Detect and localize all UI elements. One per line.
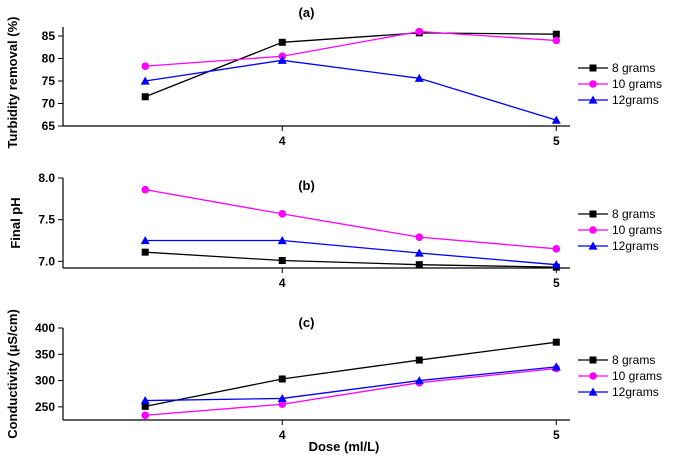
data-point	[414, 248, 424, 257]
data-point	[278, 400, 287, 409]
series-line	[145, 367, 557, 416]
x-tick-label: 4	[279, 428, 286, 442]
legend-label: 10 grams	[612, 223, 662, 237]
legend-label: 10 grams	[612, 77, 662, 91]
data-point	[552, 30, 560, 38]
series-3	[140, 55, 561, 124]
data-point	[552, 245, 561, 253]
legend: 8 grams 10 grams 12grams	[578, 353, 662, 399]
y-tick-label: 8.0	[38, 171, 55, 185]
data-point	[552, 338, 560, 346]
x-tick-label: 4	[279, 134, 286, 148]
y-tick-label: 75	[42, 74, 56, 88]
data-point	[278, 210, 287, 218]
data-point	[415, 233, 424, 241]
series-line	[144, 32, 557, 98]
data-point	[552, 36, 561, 45]
legend: 8 grams 10 grams 12grams	[578, 61, 662, 107]
legend-label: 8 grams	[612, 61, 655, 75]
series-line	[145, 341, 557, 407]
y-axis-title: Turbidity removal (%)	[5, 17, 20, 149]
legend-label: 8 grams	[612, 353, 655, 367]
legend-label: 12grams	[612, 385, 659, 399]
panel-title: (a)	[299, 5, 315, 20]
data-point	[140, 236, 150, 245]
legend-marker	[588, 95, 598, 104]
data-point	[415, 356, 423, 364]
series-line	[145, 366, 557, 402]
legend: 8 grams 10 grams 12grams	[578, 207, 662, 253]
data-point	[277, 236, 287, 245]
y-axis-title: Final pH	[8, 197, 23, 248]
data-point	[551, 115, 561, 124]
y-tick-label: 7.5	[38, 213, 55, 227]
data-point	[278, 257, 286, 264]
series-line	[145, 30, 557, 67]
data-point	[415, 27, 424, 36]
y-tick-label: 400	[35, 321, 55, 335]
legend-marker	[588, 241, 598, 250]
data-point	[141, 185, 150, 194]
series-2	[141, 27, 561, 70]
legend-label: 8 grams	[612, 207, 655, 221]
series-line	[145, 189, 557, 250]
x-tick-label: 5	[553, 134, 560, 148]
panel-3: (c) 250 300 350 400 4 5 Conductivity (µS/cm) Dos…	[5, 309, 662, 454]
series-1	[141, 29, 560, 101]
y-tick-label: 7.0	[38, 254, 55, 268]
y-tick-label: 80	[42, 52, 56, 66]
data-point	[277, 55, 287, 64]
series-line	[145, 239, 557, 266]
series-3	[140, 236, 561, 269]
series-line	[145, 251, 557, 268]
legend-marker	[589, 210, 597, 218]
data-point	[278, 375, 286, 383]
y-tick-label: 350	[35, 347, 55, 361]
data-point	[277, 393, 287, 403]
panel-2: (b) 7.0 7.5 8.0 4 5 Final pH 8 grams 10 grams 12g…	[8, 171, 662, 290]
data-point	[414, 73, 424, 82]
data-point	[551, 260, 561, 269]
legend-label: 12grams	[612, 93, 659, 107]
data-point	[141, 248, 149, 256]
y-tick-label: 65	[42, 119, 56, 133]
series-2	[141, 185, 561, 253]
series-1	[141, 338, 560, 410]
data-point	[141, 411, 150, 420]
panel-1: (a) 65 70 75 80 85 4 5 Turbidity removal (%) 8 gr…	[5, 5, 662, 148]
legend-label: 10 grams	[612, 369, 662, 383]
data-point	[278, 38, 286, 46]
panel-title: (b)	[298, 178, 315, 193]
legend-marker	[589, 80, 597, 88]
data-point	[415, 261, 423, 269]
x-tick-label: 5	[553, 276, 560, 290]
panel-title: (c)	[299, 315, 315, 330]
legend-marker	[588, 387, 598, 396]
legend-marker	[589, 226, 597, 234]
y-tick-label: 250	[35, 400, 55, 414]
data-point	[414, 376, 424, 385]
legend-marker	[589, 356, 597, 364]
x-axis-title: Dose (ml/L)	[309, 439, 380, 454]
data-point	[141, 62, 150, 70]
data-point	[141, 93, 149, 101]
y-tick-label: 70	[42, 97, 56, 111]
legend-marker	[589, 64, 597, 72]
data-point	[141, 402, 149, 410]
x-tick-label: 4	[279, 276, 286, 290]
series-line	[145, 59, 557, 121]
y-tick-label: 85	[42, 29, 56, 43]
legend-label: 12grams	[612, 239, 659, 253]
data-point	[140, 396, 150, 405]
chart-panels: (a) 65 70 75 80 85 4 5 Turbidity removal (%) 8 gr…	[5, 5, 662, 454]
series-3	[140, 362, 561, 405]
x-tick-label: 5	[553, 428, 560, 442]
data-point	[551, 362, 561, 371]
legend-marker	[589, 372, 597, 380]
y-axis-title: Conductivity (µS/cm)	[5, 309, 20, 439]
y-tick-label: 300	[35, 374, 55, 388]
data-point	[140, 76, 150, 85]
